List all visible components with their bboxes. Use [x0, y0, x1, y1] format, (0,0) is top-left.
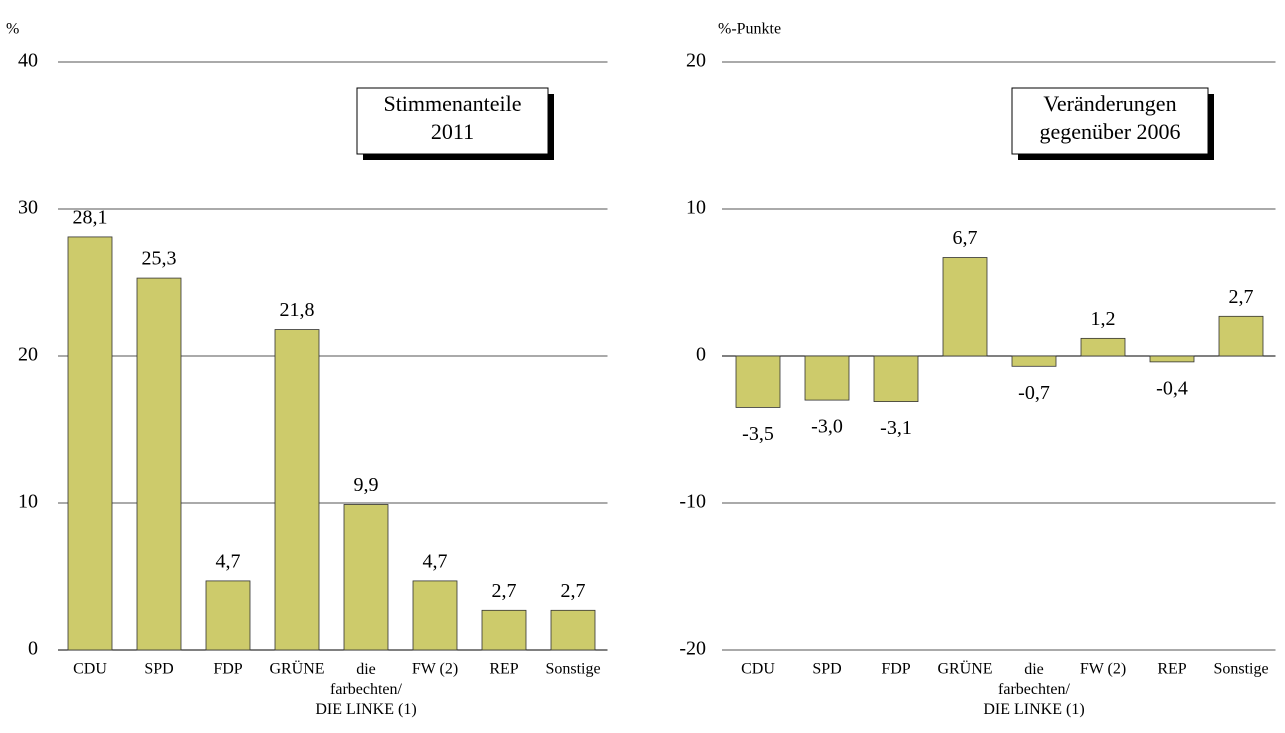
bar	[1149, 355, 1195, 363]
value-label: -3,5	[742, 423, 774, 445]
annotation: Stimmenanteile 2011	[383, 91, 521, 144]
x-tick-label: Sonstige	[1213, 661, 1268, 678]
x-tick-label: Sonstige	[545, 661, 600, 678]
value-label: 9,9	[354, 474, 379, 496]
bar	[942, 257, 988, 357]
bar	[412, 580, 458, 651]
y-axis-label: %	[6, 21, 19, 38]
y-tick-label: 30	[18, 197, 38, 219]
y-tick-label: 20	[686, 50, 706, 72]
annotation-box	[356, 87, 549, 155]
bar	[550, 609, 596, 651]
bar	[804, 355, 850, 401]
bar	[873, 355, 919, 402]
annotation-box	[1011, 87, 1209, 155]
value-label: 2,7	[561, 580, 586, 602]
bar	[343, 504, 389, 651]
value-label: -3,0	[811, 416, 843, 438]
x-tick-label: GRÜNE	[269, 660, 324, 678]
value-label: 2,7	[492, 580, 517, 602]
value-label: 2,7	[1229, 286, 1254, 308]
value-label: -3,1	[880, 417, 912, 439]
x-tick-label: SPD	[812, 661, 841, 678]
x-tick-label: SPD	[144, 661, 173, 678]
x-tick-label: die farbechten/DIE LINKE (1)	[315, 661, 416, 718]
bar	[205, 580, 251, 651]
y-tick-label: 20	[18, 344, 38, 366]
bar	[481, 609, 527, 651]
bar	[1011, 355, 1057, 367]
value-label: -0,7	[1018, 382, 1050, 404]
bar	[1080, 337, 1126, 357]
y-axis-label: %-Punkte	[718, 21, 781, 38]
y-tick-label: 10	[686, 197, 706, 219]
value-label: -0,4	[1156, 377, 1188, 399]
annotation: Veränderungen gegenüber 2006	[1039, 91, 1180, 144]
value-label: 4,7	[216, 551, 241, 573]
bar	[274, 329, 320, 651]
value-label: 21,8	[280, 299, 315, 321]
x-tick-label: REP	[1157, 661, 1186, 678]
value-label: 4,7	[423, 551, 448, 573]
x-tick-label: die farbechten/DIE LINKE (1)	[983, 661, 1084, 718]
x-tick-label: CDU	[73, 661, 107, 678]
bar	[67, 236, 113, 651]
value-label: 25,3	[142, 248, 177, 270]
bar	[1218, 315, 1264, 357]
x-tick-label: CDU	[741, 661, 775, 678]
value-label: 28,1	[73, 207, 108, 229]
value-label: 6,7	[953, 227, 978, 249]
y-tick-label: 0	[28, 638, 38, 660]
x-tick-label: FDP	[881, 661, 910, 678]
y-tick-label: 40	[18, 50, 38, 72]
x-tick-label: GRÜNE	[937, 660, 992, 678]
x-tick-label: FW (2)	[1080, 661, 1126, 678]
bar	[136, 277, 182, 651]
y-tick-label: 0	[696, 344, 706, 366]
y-tick-label: -10	[679, 491, 706, 513]
x-tick-label: FDP	[213, 661, 242, 678]
y-tick-label: -20	[679, 638, 706, 660]
x-tick-label: FW (2)	[412, 661, 458, 678]
value-label: 1,2	[1091, 308, 1116, 330]
y-tick-label: 10	[18, 491, 38, 513]
bar	[735, 355, 781, 408]
x-tick-label: REP	[489, 661, 518, 678]
